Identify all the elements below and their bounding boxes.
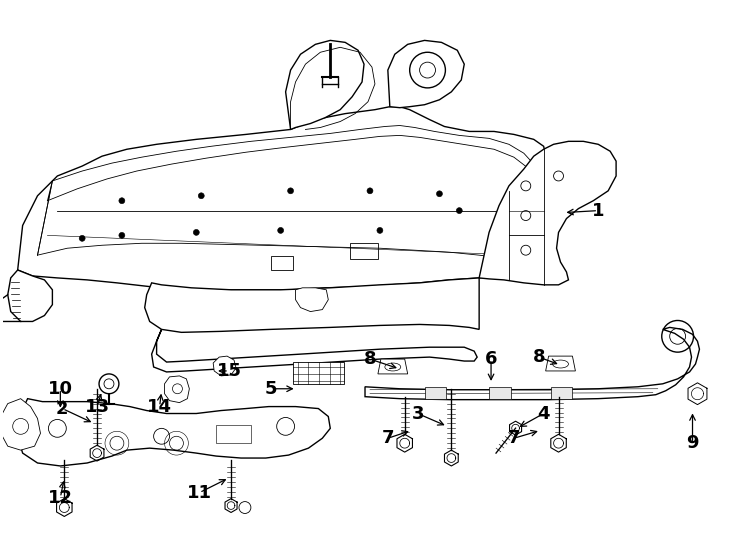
Circle shape bbox=[193, 230, 199, 235]
Circle shape bbox=[367, 188, 373, 194]
Polygon shape bbox=[164, 376, 189, 403]
Polygon shape bbox=[365, 327, 700, 400]
Polygon shape bbox=[378, 359, 407, 374]
Circle shape bbox=[437, 191, 443, 197]
Polygon shape bbox=[152, 329, 477, 372]
Text: 6: 6 bbox=[484, 350, 498, 368]
Text: 2: 2 bbox=[56, 400, 68, 417]
Bar bbox=[350, 244, 378, 259]
Text: 7: 7 bbox=[382, 429, 394, 447]
Circle shape bbox=[288, 188, 294, 194]
Polygon shape bbox=[296, 288, 328, 312]
Polygon shape bbox=[213, 356, 236, 376]
Polygon shape bbox=[8, 270, 52, 321]
Text: 1: 1 bbox=[592, 201, 605, 220]
Polygon shape bbox=[145, 278, 479, 332]
Circle shape bbox=[119, 232, 125, 238]
Text: 10: 10 bbox=[48, 380, 73, 398]
Text: 13: 13 bbox=[84, 397, 109, 416]
Text: 12: 12 bbox=[48, 489, 73, 507]
Text: 9: 9 bbox=[686, 434, 699, 452]
Circle shape bbox=[79, 235, 85, 241]
Circle shape bbox=[277, 227, 283, 233]
Circle shape bbox=[457, 208, 462, 214]
Bar bbox=[216, 426, 251, 443]
Bar bbox=[424, 387, 446, 399]
Text: 7: 7 bbox=[508, 429, 520, 447]
Circle shape bbox=[377, 227, 383, 233]
Polygon shape bbox=[18, 107, 547, 290]
Polygon shape bbox=[1, 399, 40, 450]
Circle shape bbox=[198, 193, 204, 199]
Polygon shape bbox=[286, 40, 364, 130]
Text: 11: 11 bbox=[186, 484, 212, 502]
Circle shape bbox=[119, 198, 125, 204]
Bar bbox=[271, 256, 293, 270]
Text: 3: 3 bbox=[411, 404, 424, 422]
Text: 14: 14 bbox=[147, 397, 172, 416]
Polygon shape bbox=[545, 356, 575, 371]
Bar bbox=[489, 387, 511, 399]
Polygon shape bbox=[479, 141, 616, 285]
Polygon shape bbox=[388, 40, 465, 107]
Bar bbox=[550, 387, 573, 399]
Bar bbox=[293, 362, 344, 384]
Text: 5: 5 bbox=[264, 380, 277, 398]
Text: 15: 15 bbox=[217, 362, 241, 380]
Text: 8: 8 bbox=[532, 348, 545, 366]
Text: 8: 8 bbox=[363, 350, 377, 368]
Text: 4: 4 bbox=[537, 404, 550, 422]
Polygon shape bbox=[18, 399, 330, 466]
